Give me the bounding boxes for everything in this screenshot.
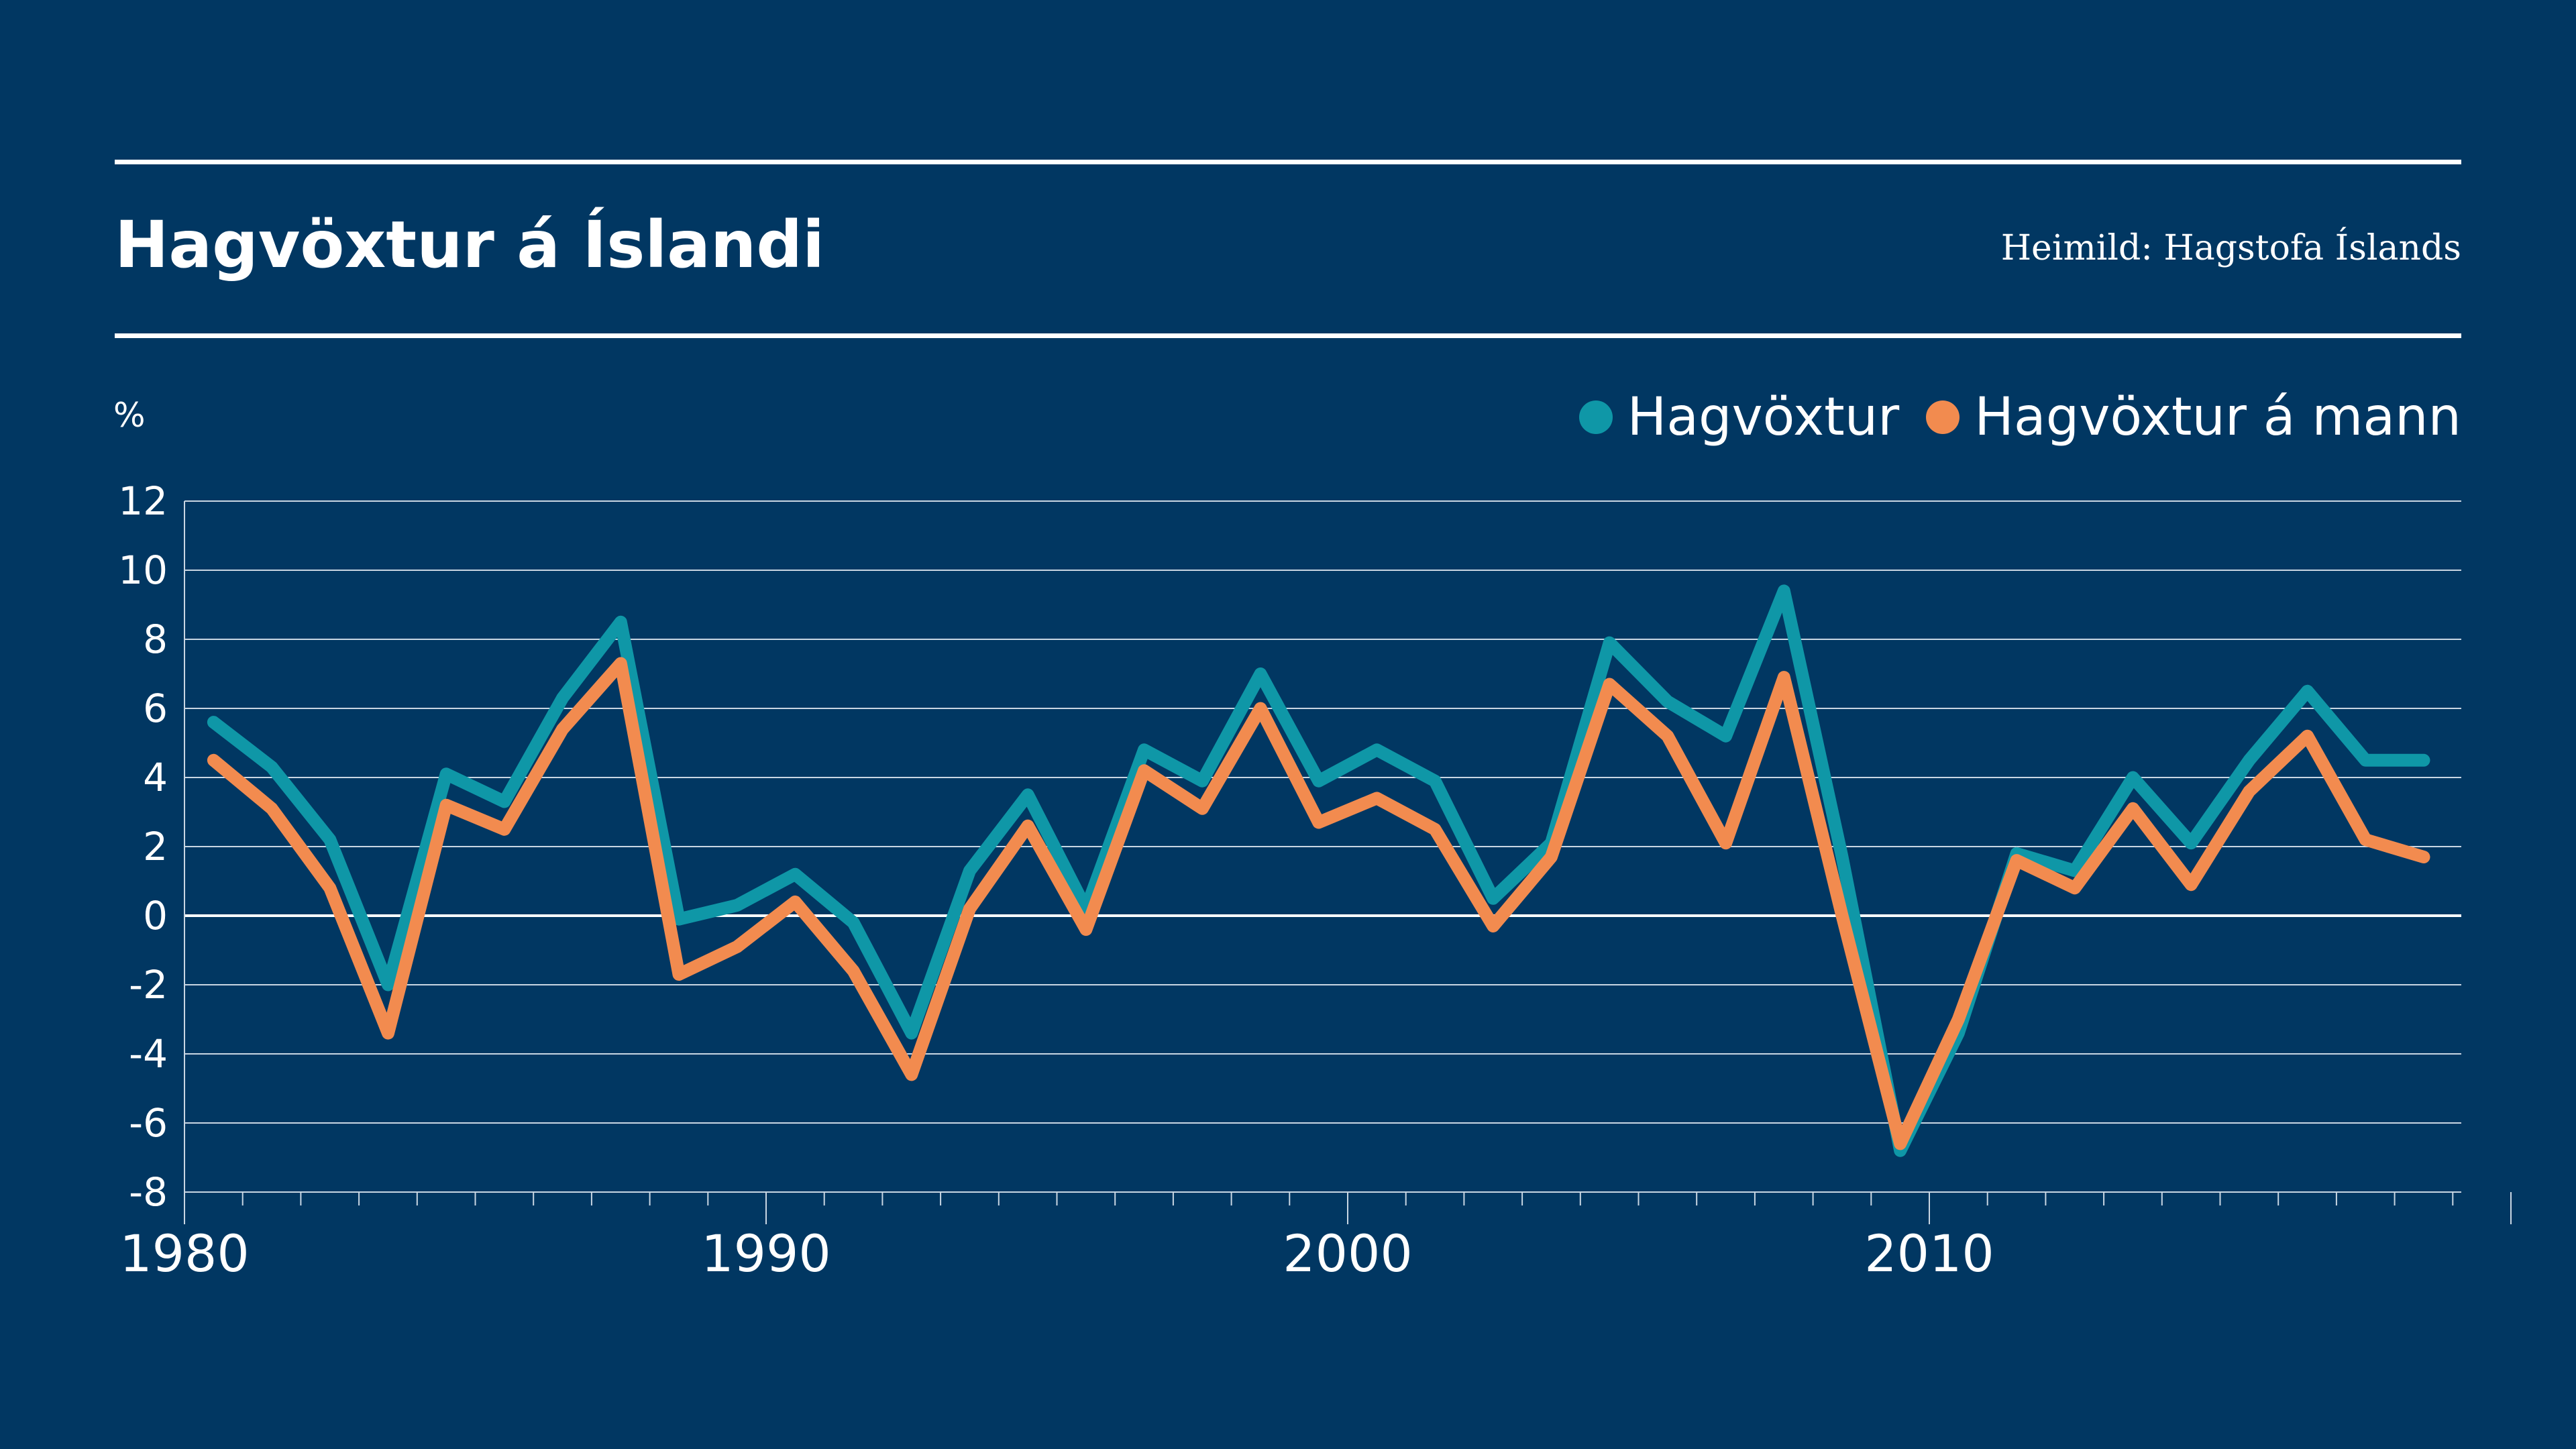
- y-tick-label: -8: [129, 1169, 168, 1215]
- y-axis-unit: %: [113, 396, 146, 435]
- chart-title: Hagvöxtur á Íslandi: [115, 207, 825, 282]
- series-line-hagvoxtur: [207, 584, 2430, 1157]
- legend-swatch-hagvoxtur: [1578, 400, 1613, 434]
- legend-label-hagvoxtur: Hagvöxtur: [1627, 387, 1900, 447]
- y-tick-label: -4: [129, 1031, 168, 1077]
- series-lines: [207, 584, 2430, 1157]
- bottom-rule: [115, 333, 2461, 338]
- legend-item-hagvoxtur: Hagvöxtur: [1578, 387, 1900, 447]
- source-note: Heimild: Hagstofa Íslands: [2000, 228, 2461, 268]
- x-axis: 1980 1990 2000 2010: [119, 501, 2512, 1283]
- x-tick-label: 1990: [701, 1224, 830, 1283]
- y-tick-label: -2: [129, 962, 168, 1008]
- x-tick-label: 2000: [1283, 1224, 1412, 1283]
- legend-label-hagvoxtur-a-mann: Hagvöxtur á mann: [1974, 387, 2461, 447]
- grid-lines: [184, 500, 2461, 1193]
- y-tick-label: 2: [143, 824, 168, 869]
- y-tick-label: -6: [129, 1100, 168, 1146]
- y-tick-label: 8: [143, 616, 168, 662]
- y-tick-label: 0: [143, 893, 168, 938]
- top-rule: [115, 160, 2461, 164]
- y-tick-label: 4: [143, 755, 168, 800]
- legend-swatch-hagvoxtur-a-mann: [1926, 400, 1960, 434]
- series-line-hagvoxtur-a-mann: [207, 657, 2430, 1150]
- y-tick-label: 10: [118, 547, 168, 593]
- legend-item-hagvoxtur-a-mann: Hagvöxtur á mann: [1926, 387, 2461, 447]
- y-tick-label: 12: [118, 478, 168, 524]
- x-tick-label: 1980: [119, 1224, 249, 1283]
- y-tick-label: 6: [143, 686, 168, 731]
- x-tick-label: 2010: [1864, 1224, 1994, 1283]
- y-tick-labels: 12 10 8 6 4 2 0 -2 -4 -6 -8: [118, 478, 168, 1215]
- legend: Hagvöxtur Hagvöxtur á mann: [1578, 384, 2461, 451]
